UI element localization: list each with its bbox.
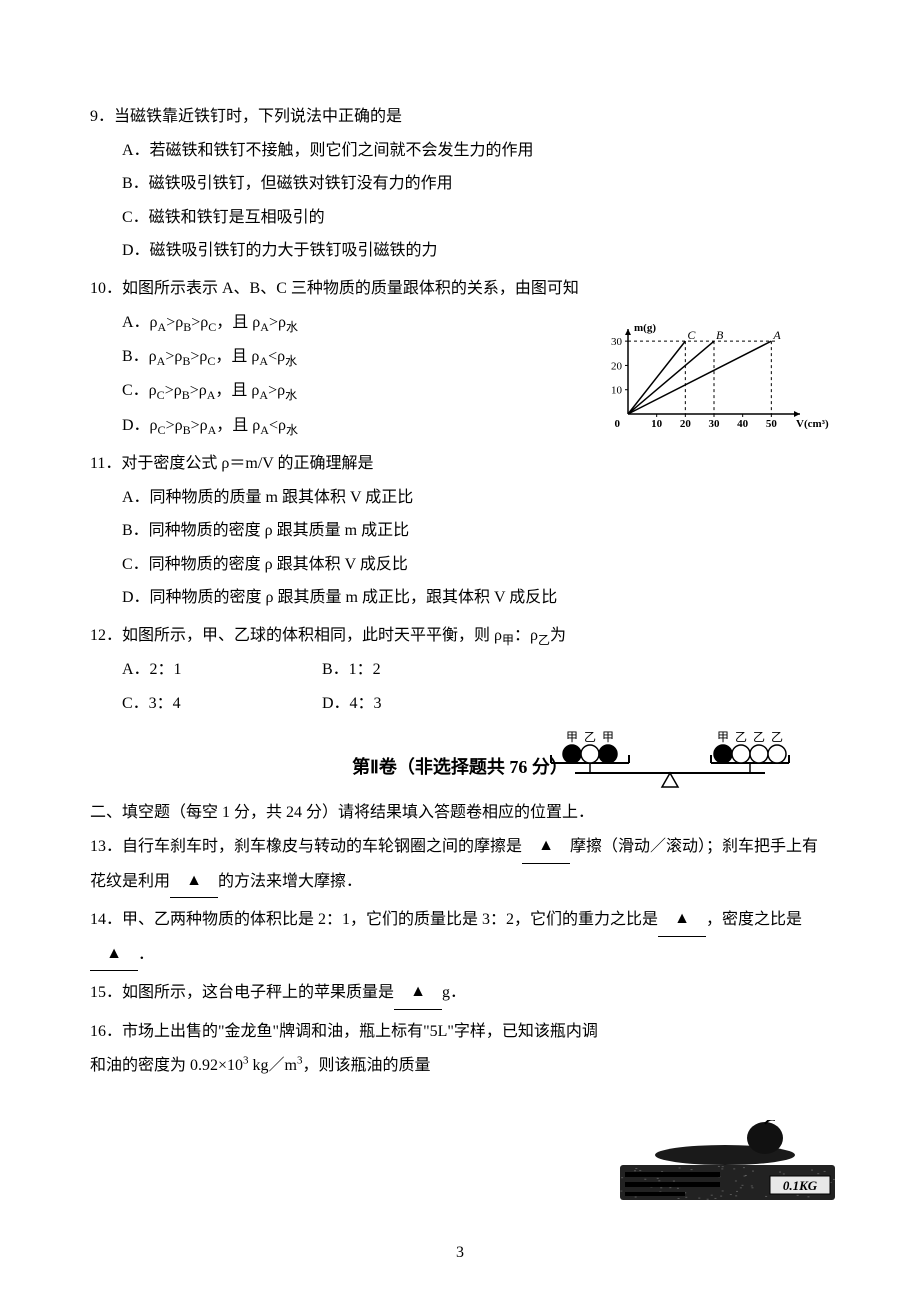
q12-balance-diagram: 甲乙甲甲乙乙乙	[530, 725, 840, 808]
svg-text:50: 50	[766, 418, 778, 430]
q9-opt-b: B．磁铁吸引铁钉，但磁铁对铁钉没有力的作用	[90, 167, 830, 201]
q11-opt-a: A．同种物质的质量 m 跟其体积 V 成正比	[90, 481, 830, 515]
question-14: 14．甲、乙两种物质的体积比是 2：1，它们的质量比是 3：2，它们的重力之比是…	[90, 903, 830, 972]
svg-text:10: 10	[651, 418, 663, 430]
q12-opt-d: D．4：3	[322, 687, 522, 721]
svg-text:m(g): m(g)	[634, 324, 656, 334]
q11-opt-d: D．同种物质的密度 ρ 跟其质量 m 成正比，跟其体积 V 成反比	[90, 581, 830, 615]
question-11: 11．对于密度公式 ρ＝m/V 的正确理解是 A．同种物质的质量 m 跟其体积 …	[90, 447, 830, 615]
q9-stem: 9．当磁铁靠近铁钉时，下列说法中正确的是	[90, 100, 830, 134]
svg-text:乙: 乙	[584, 730, 596, 744]
q9-opt-c: C．磁铁和铁钉是互相吸引的	[90, 201, 830, 235]
blank: ▲	[394, 975, 442, 1010]
q9-opt-a: A．若磁铁和铁钉不接触，则它们之间就不会发生力的作用	[90, 134, 830, 168]
svg-text:乙: 乙	[735, 730, 747, 744]
question-13: 13．自行车刹车时，刹车橡皮与转动的车轮钢圈之间的摩擦是▲摩擦（滑动／滚动）；刹…	[90, 830, 830, 899]
svg-text:甲: 甲	[717, 730, 729, 744]
svg-text:20: 20	[611, 360, 623, 372]
blank: ▲	[90, 937, 138, 972]
svg-text:A: A	[772, 328, 781, 342]
q10-stem: 10．如图所示表示 A、B、C 三种物质的质量跟体积的关系，由图可知	[90, 272, 830, 306]
q11-opt-c: C．同种物质的密度 ρ 跟其体积 V 成反比	[90, 548, 830, 582]
svg-text:0: 0	[615, 418, 621, 430]
svg-text:30: 30	[611, 336, 623, 348]
q12-opt-a: A．2：1	[122, 653, 322, 687]
svg-text:10: 10	[611, 385, 623, 397]
blank: ▲	[170, 864, 218, 899]
q9-opt-d: D．磁铁吸引铁钉的力大于铁钉吸引磁铁的力	[90, 234, 830, 268]
q11-opt-b: B．同种物质的密度 ρ 跟其质量 m 成正比	[90, 514, 830, 548]
q12-opt-c: C．3：4	[122, 687, 322, 721]
question-16: 16．市场上出售的"金龙鱼"牌调和油，瓶上标有"5L"字样，已知该瓶内调和油的密…	[90, 1015, 830, 1082]
svg-text:0.1KG: 0.1KG	[783, 1178, 818, 1193]
svg-text:甲: 甲	[566, 730, 578, 744]
svg-text:30: 30	[709, 418, 721, 430]
question-15: 15．如图所示，这台电子秤上的苹果质量是▲g．	[90, 976, 830, 1011]
page-number: 3	[0, 1236, 920, 1270]
svg-text:甲: 甲	[602, 730, 614, 744]
q16-scale-diagram: 0.1KG	[615, 1120, 840, 1218]
blank: ▲	[658, 902, 706, 937]
svg-text:乙: 乙	[771, 730, 783, 744]
q11-stem: 11．对于密度公式 ρ＝m/V 的正确理解是	[90, 447, 830, 481]
q12-stem: 12．如图所示，甲、乙球的体积相同，此时天平平衡，则 ρ甲：ρ乙为	[90, 619, 830, 653]
blank: ▲	[522, 829, 570, 864]
q10-chart: 10 20 30 10 20 30 40 50 0 m(g) V(cm³) C B A	[600, 324, 850, 452]
svg-text:40: 40	[737, 418, 749, 430]
question-12: 12．如图所示，甲、乙球的体积相同，此时天平平衡，则 ρ甲：ρ乙为 A．2：1B…	[90, 619, 830, 721]
svg-text:乙: 乙	[753, 730, 765, 744]
svg-text:C: C	[687, 328, 696, 342]
question-9: 9．当磁铁靠近铁钉时，下列说法中正确的是 A．若磁铁和铁钉不接触，则它们之间就不…	[90, 100, 830, 268]
svg-text:20: 20	[680, 418, 692, 430]
svg-text:B: B	[716, 328, 724, 342]
svg-text:V(cm³): V(cm³)	[796, 418, 829, 430]
q12-opt-b: B．1：2	[322, 653, 522, 687]
